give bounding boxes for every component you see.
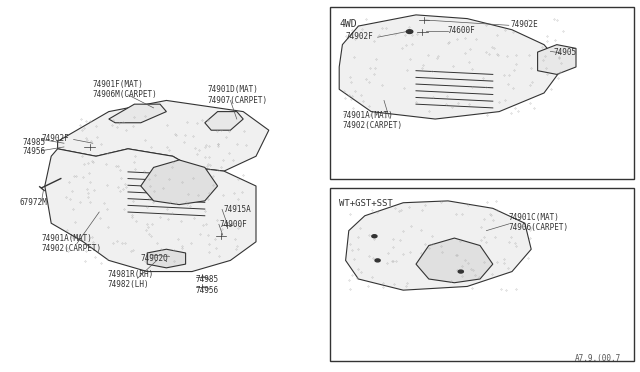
Circle shape xyxy=(406,30,413,33)
Text: 74901A(MAT)
74902(CARPET): 74901A(MAT) 74902(CARPET) xyxy=(42,234,102,253)
Polygon shape xyxy=(416,238,493,283)
Polygon shape xyxy=(346,201,531,290)
Text: 74905: 74905 xyxy=(554,48,577,57)
Text: 74956: 74956 xyxy=(195,286,218,295)
Text: 74956: 74956 xyxy=(22,147,45,156)
Text: A7.9.(00.7: A7.9.(00.7 xyxy=(575,354,621,363)
Circle shape xyxy=(458,270,463,273)
Text: WT+GST+SST: WT+GST+SST xyxy=(339,199,393,208)
Bar xyxy=(330,188,634,361)
Text: 74902E: 74902E xyxy=(511,20,538,29)
Text: 74985: 74985 xyxy=(195,275,218,284)
Text: 74902F: 74902F xyxy=(346,32,373,41)
Polygon shape xyxy=(45,149,256,272)
Polygon shape xyxy=(147,249,186,268)
Circle shape xyxy=(375,259,380,262)
Text: 74600F: 74600F xyxy=(448,26,476,35)
Text: 67972M: 67972M xyxy=(19,198,47,207)
Text: 74902Q: 74902Q xyxy=(141,254,168,263)
Text: 74901C(MAT)
74906(CARPET): 74901C(MAT) 74906(CARPET) xyxy=(509,213,569,232)
Polygon shape xyxy=(58,100,269,171)
Polygon shape xyxy=(538,45,576,74)
Text: 74985: 74985 xyxy=(22,138,45,147)
Text: 74901D(MAT)
74907(CARPET): 74901D(MAT) 74907(CARPET) xyxy=(208,85,268,105)
Polygon shape xyxy=(339,15,563,119)
Text: 74900F: 74900F xyxy=(220,220,247,229)
Text: 74915A: 74915A xyxy=(224,205,252,214)
Bar xyxy=(330,7,634,179)
Circle shape xyxy=(372,235,377,238)
Text: 4WD: 4WD xyxy=(339,19,357,29)
Polygon shape xyxy=(141,160,218,205)
Polygon shape xyxy=(205,112,243,130)
Polygon shape xyxy=(109,104,166,123)
Text: 74901A(MAT)
74902(CARPET): 74901A(MAT) 74902(CARPET) xyxy=(342,111,403,130)
Text: 74901F(MAT)
74906M(CARPET): 74901F(MAT) 74906M(CARPET) xyxy=(93,80,157,99)
Text: 74981R(RH)
74982(LH): 74981R(RH) 74982(LH) xyxy=(108,270,154,289)
Text: 74902F: 74902F xyxy=(42,134,69,143)
